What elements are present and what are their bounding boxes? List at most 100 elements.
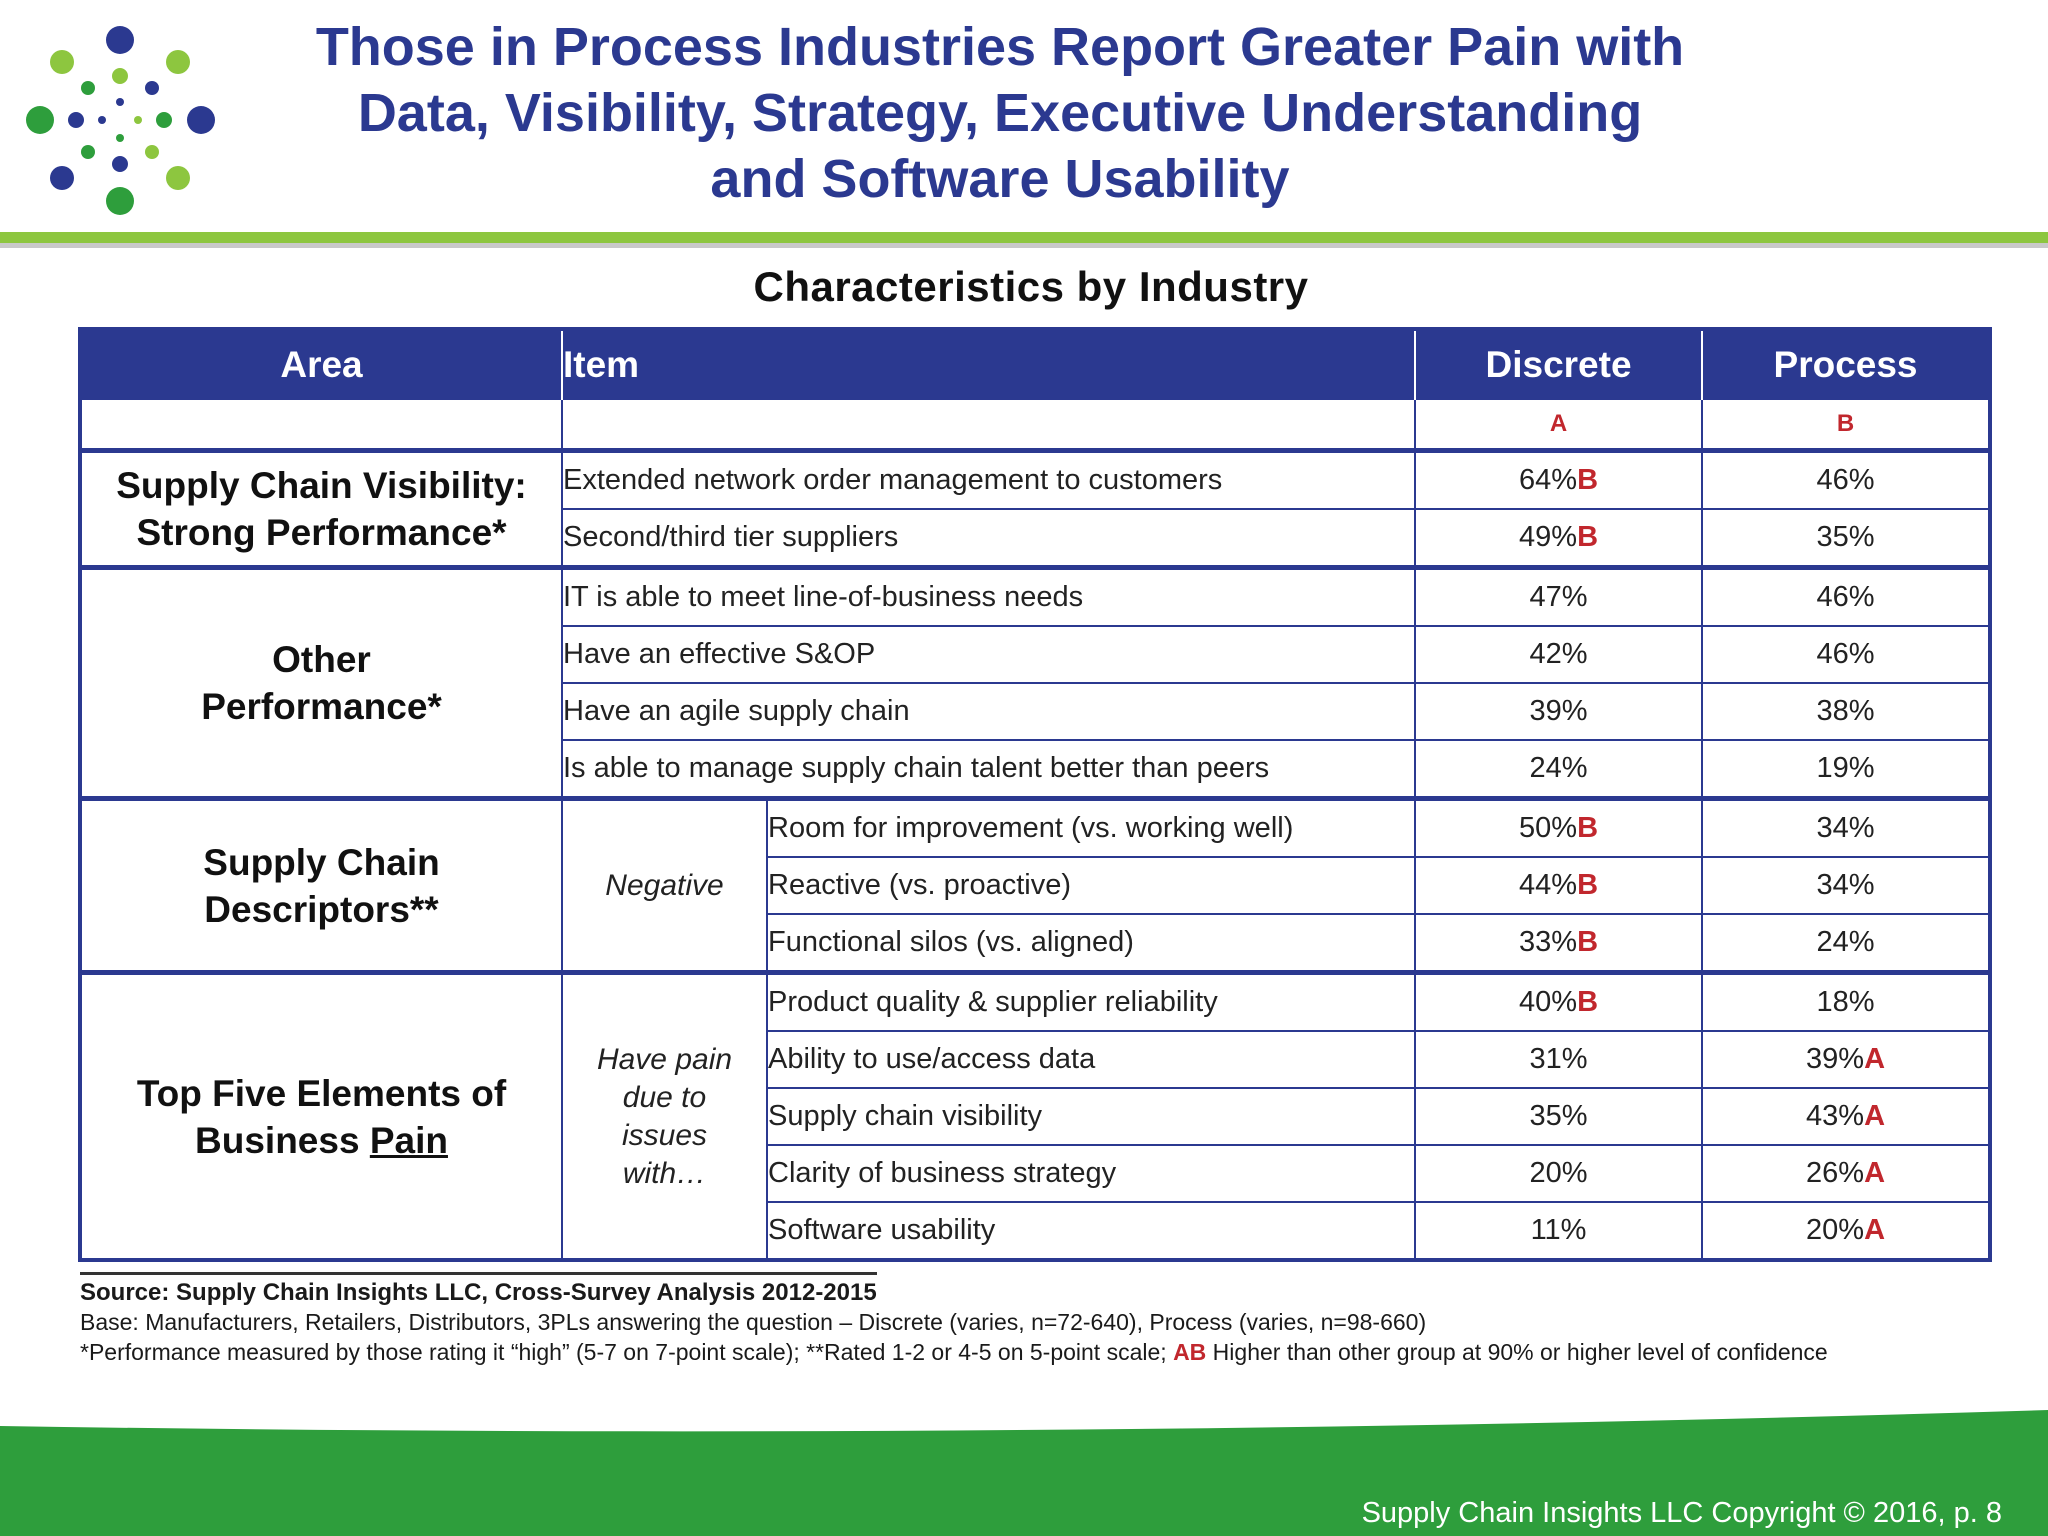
discrete-value: 49%	[1519, 521, 1578, 553]
group-letter-row: A B	[79, 398, 1992, 452]
significance-mark: B	[1577, 926, 1599, 958]
significance-mark: B	[1577, 986, 1599, 1018]
process-value: 34%	[1816, 869, 1875, 901]
table-row: Supply chain visibility 35% 43%A	[80, 1087, 1992, 1146]
process-value-cell: 20%A	[1701, 1201, 1992, 1261]
logo-dot	[156, 112, 172, 128]
area-cell: Supply Chain Visibility: Strong Performan…	[79, 448, 563, 569]
area-label-line: Top Five Elements of	[136, 1072, 507, 1114]
area-cell: Supply Chain Descriptors**	[79, 796, 563, 974]
discrete-value: 33%	[1519, 926, 1578, 958]
logo-dot	[116, 98, 124, 106]
item-cell: Extended network order management to cus…	[560, 448, 1417, 510]
logo-dot	[50, 50, 74, 74]
item-cell: Clarity of business strategy	[765, 1144, 1417, 1203]
significance-mark: A	[1864, 1214, 1886, 1246]
discrete-value: 44%	[1519, 869, 1578, 901]
subgroup-label-line: Have pain	[596, 1042, 733, 1076]
logo-dot	[134, 116, 142, 124]
discrete-value: 11%	[1530, 1214, 1587, 1246]
process-value-cell: 46%	[1701, 448, 1992, 510]
process-value: 18%	[1816, 986, 1875, 1018]
logo-dot	[50, 166, 74, 190]
discrete-value: 24%	[1529, 752, 1588, 784]
column-header-item: Item	[560, 329, 1417, 399]
item-cell: Supply chain visibility	[765, 1087, 1417, 1146]
area-cell: Top Five Elements of Business Pain	[79, 970, 563, 1261]
table-row: Other Performance* IT is able to meet line…	[79, 565, 1992, 800]
title-line-2: Data, Visibility, Strategy, Executive Un…	[357, 83, 1643, 143]
process-value-cell: 34%	[1701, 796, 1992, 858]
discrete-value-cell: 31%	[1414, 1030, 1704, 1089]
area-label-line: Strong Performance*	[136, 512, 507, 553]
logo-dot	[81, 145, 95, 159]
logo-dot	[145, 145, 159, 159]
table-row: Top Five Elements of Business Pain Have pa…	[79, 970, 1992, 1261]
process-value-cell: 46%	[1701, 565, 1992, 627]
item-cell: Is able to manage supply chain talent be…	[560, 739, 1417, 800]
empty-cell	[79, 398, 563, 452]
discrete-group-letter: A	[1414, 398, 1704, 452]
process-value-cell: 24%	[1701, 913, 1992, 974]
source-note: Source: Supply Chain Insights LLC, Cross…	[80, 1272, 877, 1307]
area-label-line: Other	[272, 639, 371, 680]
discrete-value-cell: 11%	[1414, 1201, 1704, 1261]
table-row: Reactive (vs. proactive) 44%B 34%	[80, 856, 1992, 915]
footnote-text-end: Higher than other group at 90% or higher…	[1206, 1339, 1828, 1365]
subgroup-cell: Have pain due to issues with…	[561, 970, 768, 1261]
discrete-value-cell: 42%	[1414, 625, 1704, 684]
logo-dot	[187, 106, 215, 134]
discrete-value-cell: 64%B	[1414, 448, 1704, 510]
process-value: 38%	[1816, 695, 1875, 727]
header-shadow-rule	[0, 242, 2048, 248]
item-cell: Second/third tier suppliers	[560, 508, 1417, 569]
discrete-value-cell: 35%	[1414, 1087, 1704, 1146]
item-cell: Ability to use/access data	[765, 1030, 1417, 1089]
logo-dot	[166, 166, 190, 190]
item-cell: Functional silos (vs. aligned)	[765, 913, 1417, 974]
logo-dot	[26, 106, 54, 134]
discrete-value: 39%	[1529, 695, 1588, 727]
process-value: 46%	[1816, 581, 1875, 613]
significance-mark: B	[1577, 521, 1599, 553]
logo-dot	[106, 187, 134, 215]
table-row: Have an agile supply chain 39% 38%	[80, 682, 1992, 741]
discrete-value: 40%	[1519, 986, 1578, 1018]
area-label-underlined: Pain	[369, 1119, 448, 1161]
discrete-value-cell: 40%B	[1414, 970, 1704, 1032]
logo-dot	[112, 68, 128, 84]
table-row: Ability to use/access data 31% 39%A	[80, 1030, 1992, 1089]
discrete-value: 20%	[1529, 1157, 1588, 1189]
process-value: 34%	[1816, 812, 1875, 844]
subgroup-label-line: due to	[622, 1080, 707, 1114]
process-group-letter: B	[1701, 398, 1992, 452]
table-row: Clarity of business strategy 20% 26%A	[80, 1144, 1992, 1203]
discrete-value-cell: 39%	[1414, 682, 1704, 741]
characteristics-table: Area Item Discrete Process A B Supply Ch…	[78, 327, 1993, 1262]
logo-dot	[145, 81, 159, 95]
subgroup-label-line: with…	[622, 1156, 707, 1190]
process-value: 19%	[1816, 752, 1875, 784]
footer-band	[0, 1410, 2048, 1536]
table-row: Supply Chain Visibility: Strong Performan…	[79, 448, 1992, 569]
column-header-process: Process	[1701, 329, 1991, 399]
significance-mark: A	[1864, 1157, 1886, 1189]
process-value: 46%	[1816, 464, 1875, 496]
process-value: 39%	[1806, 1043, 1865, 1075]
area-label-line: Performance*	[201, 686, 442, 727]
subgroup-label-line: Negative	[605, 868, 724, 902]
logo-dot	[116, 134, 124, 142]
notes-block: Source: Supply Chain Insights LLC, Cross…	[80, 1272, 1980, 1367]
empty-cell	[560, 398, 1417, 452]
item-cell: IT is able to meet line-of-business need…	[560, 565, 1417, 627]
process-value-cell: 39%A	[1701, 1030, 1992, 1089]
area-label-line: Supply Chain Visibility:	[116, 465, 527, 506]
logo-dot	[81, 81, 95, 95]
significance-mark: A	[1864, 1043, 1886, 1075]
footnote-mark: AB	[1173, 1339, 1207, 1365]
significance-mark: B	[1577, 869, 1599, 901]
item-cell: Product quality & supplier reliability	[765, 970, 1417, 1032]
process-value: 43%	[1806, 1100, 1865, 1132]
process-value-cell: 26%A	[1701, 1144, 1992, 1203]
base-note: Base: Manufacturers, Retailers, Distribu…	[80, 1309, 1427, 1335]
